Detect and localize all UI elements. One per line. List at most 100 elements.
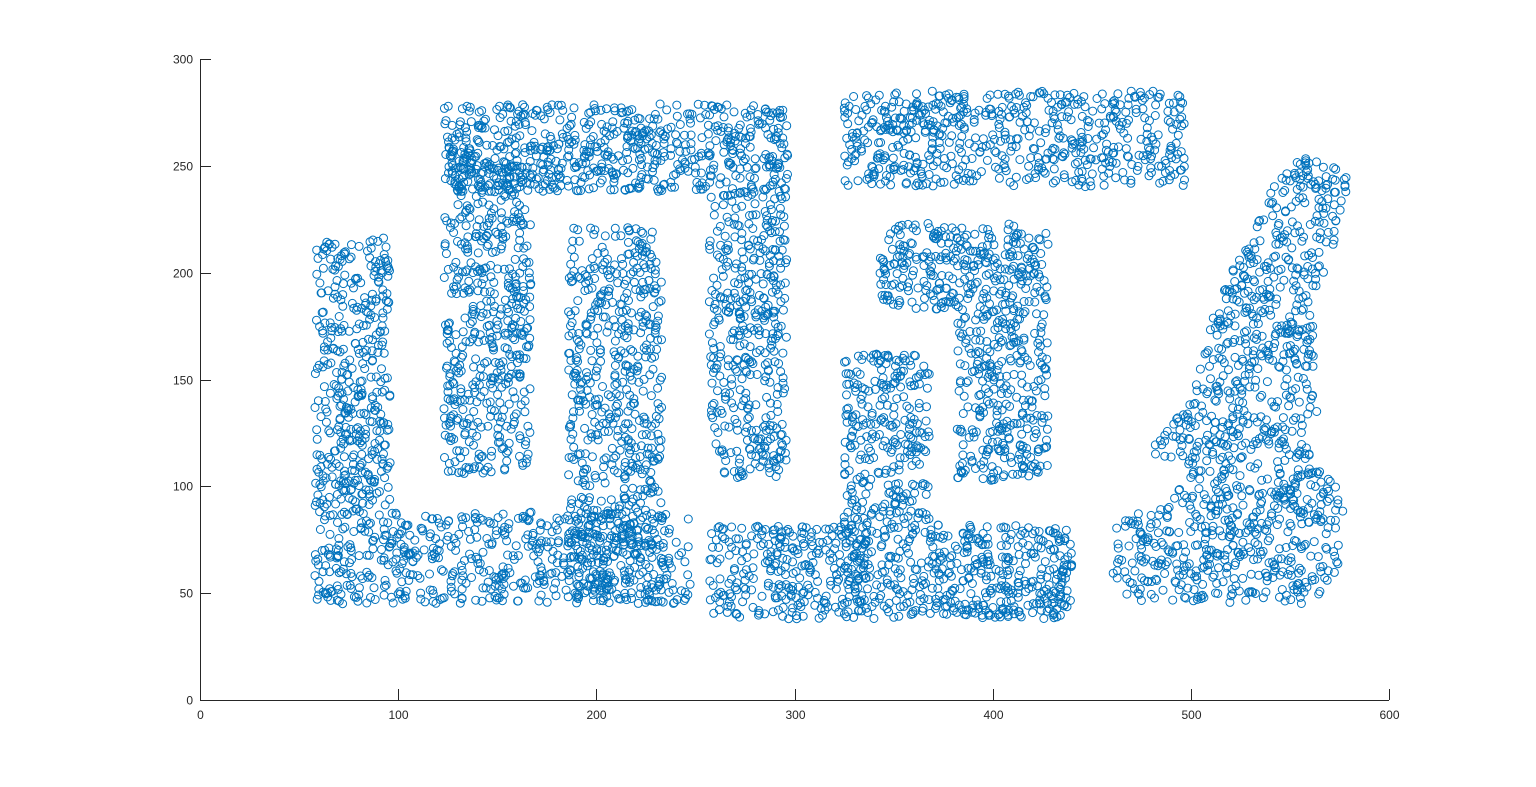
scatter-point <box>477 596 487 606</box>
scatter-point <box>503 446 513 456</box>
scatter-point <box>766 410 776 420</box>
scatter-point <box>493 390 503 399</box>
scatter-point <box>365 253 375 263</box>
scatter-point <box>927 86 937 96</box>
scatter-point <box>647 509 657 519</box>
scatter-point <box>598 382 607 391</box>
scatter-point <box>446 421 455 431</box>
scatter-point <box>474 380 484 390</box>
scatter-point <box>584 184 594 194</box>
scatter-point <box>536 518 546 528</box>
scatter-point <box>615 445 625 455</box>
scatter-point <box>708 542 717 552</box>
scatter-point <box>334 461 344 471</box>
scatter-point <box>469 407 479 416</box>
scatter-point <box>493 320 503 330</box>
scatter-point <box>379 348 389 358</box>
scatter-point <box>452 415 462 425</box>
scatter-point <box>564 576 574 586</box>
scatter-point <box>504 307 513 317</box>
scatter-point <box>910 481 920 491</box>
scatter-point <box>713 386 722 396</box>
scatter-point <box>326 254 336 264</box>
scatter-point <box>908 574 918 583</box>
scatter-point <box>499 579 509 589</box>
scatter-point <box>466 258 476 268</box>
scatter-point <box>488 383 498 393</box>
scatter-point <box>368 394 378 404</box>
scatter-point <box>741 427 751 437</box>
scatter-point <box>330 239 340 249</box>
scatter-point <box>719 147 729 157</box>
scatter-point <box>379 250 389 259</box>
scatter-point <box>348 452 358 462</box>
scatter-point <box>480 287 489 297</box>
scatter-point <box>487 213 497 223</box>
scatter-point <box>666 563 676 573</box>
scatter-point <box>727 592 736 602</box>
scatter-point <box>988 130 998 140</box>
scatter-point <box>328 264 338 274</box>
scatter-point <box>310 550 320 560</box>
scatter-point <box>521 436 531 446</box>
scatter-point <box>996 597 1006 607</box>
scatter-point <box>1043 239 1053 249</box>
scatter-point <box>447 120 457 130</box>
scatter-point <box>947 159 957 169</box>
scatter-point <box>443 325 453 335</box>
scatter-point <box>442 535 452 545</box>
scatter-point <box>735 341 745 351</box>
scatter-point <box>830 544 839 554</box>
scatter-point <box>482 296 492 306</box>
scatter-point <box>642 585 652 595</box>
scatter-point <box>471 552 481 562</box>
scatter-point <box>1021 98 1030 108</box>
scatter-point <box>823 535 833 545</box>
scatter-point <box>353 423 363 433</box>
scatter-point <box>444 459 454 468</box>
scatter-point <box>675 120 685 129</box>
scatter-point <box>1061 525 1071 535</box>
scatter-point <box>310 403 320 412</box>
scatter-point <box>496 222 506 232</box>
scatter-point <box>729 107 739 117</box>
scatter-point <box>482 357 492 367</box>
scatter-point <box>461 267 471 277</box>
scatter-point <box>1036 249 1046 258</box>
scatter-point <box>445 372 455 382</box>
scatter-point <box>494 593 504 603</box>
scatter-point <box>372 454 382 464</box>
scatter-point <box>351 592 361 602</box>
scatter-point <box>367 573 377 583</box>
scatter-point <box>618 156 628 166</box>
scatter-point <box>685 579 695 589</box>
scatter-point <box>1145 145 1155 155</box>
scatter-point <box>1137 95 1147 105</box>
scatter-point <box>464 276 474 286</box>
scatter-point <box>641 522 651 532</box>
scatter-point <box>768 607 778 617</box>
scatter-point <box>445 381 455 390</box>
scatter-point <box>467 428 477 438</box>
scatter-point <box>487 446 497 456</box>
scatter-point <box>450 219 460 228</box>
scatter-point <box>370 400 380 410</box>
scatter-point <box>385 390 395 400</box>
scatter-point <box>449 434 459 444</box>
scatter-point <box>391 554 401 564</box>
scatter-point <box>1175 92 1185 102</box>
scatter-point <box>920 293 929 303</box>
scatter-point <box>513 243 523 253</box>
scatter-point <box>982 155 992 165</box>
scatter-point <box>486 467 496 477</box>
scatter-point <box>496 208 506 218</box>
scatter-point <box>321 473 331 483</box>
scatter-point <box>333 518 342 527</box>
scatter-point <box>487 247 497 257</box>
scatter-point <box>671 537 681 547</box>
scatter-point <box>579 530 588 540</box>
scatter-point <box>338 599 348 609</box>
scatter-point <box>683 590 693 600</box>
scatter-point <box>404 575 414 585</box>
scatter-point <box>344 412 353 422</box>
